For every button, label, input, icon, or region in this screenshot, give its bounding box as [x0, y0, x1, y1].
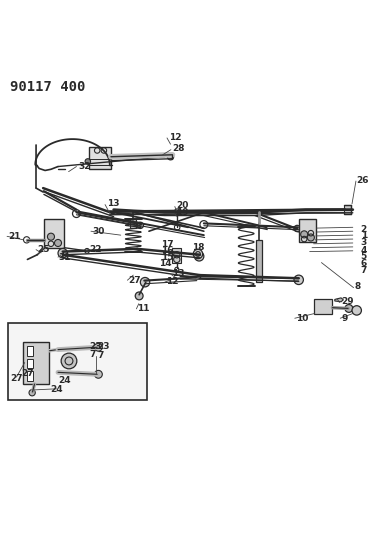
- Text: 5: 5: [361, 252, 367, 261]
- Bar: [27, 346, 33, 356]
- Polygon shape: [335, 298, 343, 302]
- Circle shape: [58, 248, 67, 258]
- Text: 23: 23: [89, 342, 102, 351]
- Text: 27: 27: [129, 276, 141, 285]
- Text: 10: 10: [296, 314, 309, 323]
- Text: 27: 27: [10, 374, 23, 383]
- Circle shape: [54, 239, 62, 246]
- Text: 13: 13: [107, 199, 119, 208]
- Circle shape: [61, 353, 77, 369]
- Text: 25: 25: [37, 245, 50, 254]
- Bar: [130, 220, 136, 228]
- Bar: [44, 220, 64, 248]
- Text: 12: 12: [169, 133, 181, 142]
- Circle shape: [29, 390, 35, 396]
- Circle shape: [135, 292, 143, 300]
- Text: 21: 21: [8, 232, 20, 241]
- Bar: [172, 248, 181, 263]
- Circle shape: [174, 252, 180, 258]
- Text: 3: 3: [361, 238, 367, 247]
- Text: 15: 15: [161, 253, 173, 262]
- Bar: [344, 205, 351, 214]
- Circle shape: [301, 231, 308, 238]
- Text: 7: 7: [361, 266, 367, 275]
- Text: 2: 2: [361, 225, 367, 234]
- Text: 8: 8: [355, 282, 361, 292]
- Circle shape: [167, 154, 174, 160]
- Circle shape: [94, 370, 102, 378]
- Text: 7: 7: [97, 351, 103, 360]
- Text: 23: 23: [97, 342, 110, 351]
- Text: 14: 14: [159, 259, 171, 268]
- Text: 20: 20: [176, 201, 189, 210]
- Bar: [27, 371, 33, 381]
- Text: 32: 32: [78, 162, 91, 171]
- Circle shape: [307, 234, 314, 241]
- Circle shape: [345, 304, 353, 312]
- Text: 4: 4: [361, 246, 367, 255]
- Bar: [314, 300, 332, 314]
- Bar: [23, 342, 49, 384]
- Circle shape: [352, 306, 361, 315]
- Text: 16: 16: [161, 246, 173, 255]
- Text: 9: 9: [342, 314, 348, 323]
- Text: 26: 26: [357, 176, 369, 185]
- Circle shape: [94, 343, 102, 351]
- Text: 24: 24: [58, 376, 71, 385]
- Text: 90117 400: 90117 400: [10, 80, 85, 94]
- Bar: [299, 219, 316, 242]
- Text: 7: 7: [89, 350, 96, 359]
- Text: 27: 27: [22, 369, 34, 377]
- Text: 6: 6: [361, 259, 367, 268]
- Circle shape: [85, 159, 91, 164]
- Text: 12: 12: [166, 277, 179, 286]
- Text: 22: 22: [89, 245, 102, 254]
- Text: 1: 1: [361, 231, 367, 240]
- Circle shape: [294, 275, 303, 285]
- Text: 31: 31: [59, 253, 71, 262]
- Text: 17: 17: [161, 240, 173, 249]
- Circle shape: [194, 252, 204, 261]
- Text: 24: 24: [50, 385, 63, 394]
- Text: 29: 29: [341, 297, 354, 306]
- Bar: [89, 147, 111, 169]
- Text: 19: 19: [176, 208, 189, 217]
- Circle shape: [47, 233, 54, 240]
- Text: 13: 13: [172, 269, 185, 278]
- Bar: [256, 240, 262, 282]
- Bar: [8, 324, 147, 400]
- Circle shape: [193, 249, 203, 259]
- Text: 30: 30: [92, 227, 105, 236]
- Bar: [27, 359, 33, 368]
- Text: 18: 18: [192, 243, 205, 252]
- Circle shape: [140, 278, 150, 287]
- Text: 11: 11: [137, 304, 150, 313]
- Text: 28: 28: [172, 144, 185, 154]
